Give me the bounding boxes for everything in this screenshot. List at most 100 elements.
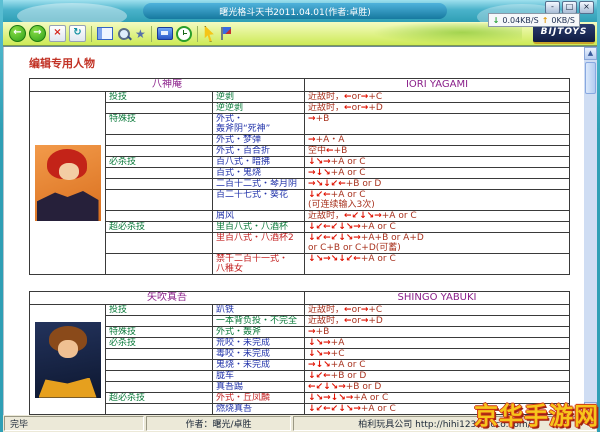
move-table: 矢吹真吾 SHINGO YABUKI 投技 趴铁 近敌时，←or→+C 一本背负投・不完全… — [28, 291, 571, 415]
move-type-cell — [105, 403, 213, 415]
character-name-en: IORI YAGAMI — [304, 78, 571, 92]
panels-button[interactable] — [97, 27, 113, 40]
stop-button[interactable]: × — [49, 25, 66, 42]
character-tables: 八神庵 IORI YAGAMI 投技 逆剥 近敌时，←or→+C 逆逆剥 近敌时，←or→+… — [4, 78, 584, 415]
favorites-button[interactable]: ★ — [135, 27, 146, 41]
move-type-cell: 特殊技 — [105, 326, 213, 338]
close-button[interactable]: × — [579, 1, 594, 14]
stop-icon: × — [49, 25, 66, 42]
content-area: 编辑专用人物 八神庵 IORI YAGAMI 投技 逆剥 近敌时，←or→+C 逆逆剥 近敌… — [3, 46, 597, 415]
character-portrait — [34, 321, 101, 398]
move-type-cell — [105, 167, 213, 179]
move-command-cell: ↓↙←+B or D — [304, 370, 571, 382]
move-type-cell — [105, 359, 213, 371]
move-row: 必杀技 荒咬・未完成 ↓↘→+A — [30, 337, 571, 349]
toolbar-separator — [150, 25, 152, 42]
portrait-cell — [29, 304, 106, 415]
move-name-cell: 胧车 — [211, 370, 306, 382]
move-row: 真吾踢 ←↙↓↘→+B or D — [30, 381, 571, 393]
move-command-cell: 近敌时，←↙↓↘→+A or C — [304, 210, 571, 222]
scroll-up-button[interactable]: ▲ — [584, 47, 597, 60]
move-row: 投技 逆剥 近敌时，←or→+C — [29, 91, 571, 275]
move-row: 必杀技 百八式・暗拂 ↓↘→+A or C — [30, 156, 571, 168]
scrollbar-track[interactable] — [584, 60, 597, 402]
title-band: 曙光格斗天书2011.04.01(作者:卓胜) — [143, 3, 447, 19]
window-controls: - □ × — [545, 1, 594, 14]
move-command-cell: →↓↘+A or C — [304, 167, 571, 179]
page: 编辑专用人物 八神庵 IORI YAGAMI 投技 逆剥 近敌时，←or→+C 逆逆剥 近敌… — [3, 47, 584, 415]
move-type-cell — [105, 381, 213, 393]
move-type-cell — [105, 178, 213, 190]
move-command-cell: ↓↙←↙↓↘→+A or C — [304, 403, 571, 415]
move-row: 屑风 近敌时，←↙↓↘→+A or C — [30, 210, 571, 222]
move-name-cell: 里百八式・八酒杯2 — [211, 232, 306, 254]
pointer-tool-button[interactable] — [203, 25, 216, 42]
move-table: 八神庵 IORI YAGAMI 投技 逆剥 近敌时，←or→+C 逆逆剥 近敌时，←or→+… — [28, 78, 571, 275]
move-type-cell — [105, 134, 213, 146]
move-name-cell: 二百十二式・琴月阴 — [211, 178, 306, 190]
status-author: 作者：曙光/卓胜 — [146, 416, 291, 431]
move-row: 里百八式・八酒杯2 ↓↙←↙↓↘→+A+B or A+D or C+B or C+D… — [30, 232, 571, 254]
move-type-cell — [105, 370, 213, 382]
move-name-cell: 外式・百合折 — [211, 145, 306, 157]
move-command-cell: →↘↓↙←+B or D — [304, 178, 571, 190]
move-command-cell: ↓↙←↙↓↘→+A or C — [304, 221, 571, 233]
move-name-cell: 毒咬・未完成 — [211, 348, 306, 360]
move-type-cell — [105, 232, 213, 254]
move-command-cell: ↓↘→+A or C — [304, 156, 571, 168]
move-name-cell: 百式・鬼烧 — [211, 167, 306, 179]
flag-icon — [219, 26, 232, 41]
back-icon: ← — [9, 25, 26, 42]
scrollbar-thumb[interactable] — [585, 62, 596, 94]
move-command-cell: ←↙↓↘→+B or D — [304, 381, 571, 393]
move-command-cell: 近敌时，←or→+D — [304, 102, 571, 114]
move-row: 投技 趴铁 近敌时，←or→+C — [29, 304, 571, 415]
scroll-down-button[interactable]: ▼ — [584, 402, 597, 415]
move-name-cell: 外式・梦弹 — [211, 134, 306, 146]
move-command-cell: ↓↙←↙↓↘→+A+B or A+D or C+B or C+D(可蓄) — [304, 232, 571, 254]
status-ready: 完毕 — [4, 416, 144, 431]
move-name-cell: 一本背负投・不完全 — [211, 315, 306, 327]
move-name-cell: 真吾踢 — [211, 381, 306, 393]
launch-button[interactable] — [219, 26, 232, 41]
move-name-cell: 逆逆剥 — [211, 102, 306, 114]
upload-speed: 0KB/S — [551, 15, 575, 25]
status-bar: 完毕 作者：曙光/卓胜 柏利玩具公司 http://hihi123.oncco.… — [3, 415, 597, 432]
move-type-cell: 必杀技 — [105, 337, 213, 349]
move-row: 禁千二百十一式・ 八稚女 ↓↘→↘↓↙←+A or C — [30, 253, 571, 275]
watermark: 京华手游网 — [474, 402, 599, 430]
move-type-cell: 超必杀技 — [105, 392, 213, 404]
move-type-cell: 必杀技 — [105, 156, 213, 168]
fullscreen-button[interactable] — [156, 27, 173, 40]
refresh-button[interactable]: ↻ — [69, 25, 86, 42]
vertical-scrollbar[interactable]: ▲ ▼ — [584, 47, 597, 415]
move-row: 特殊技 外式・ 轰斧阴“死神” →+B — [30, 113, 571, 135]
move-command-cell: ↓↘→+A — [304, 337, 571, 349]
move-name-cell: 禁千二百十一式・ 八稚女 — [211, 253, 306, 275]
move-type-cell: 特殊技 — [105, 113, 213, 135]
character-header-row: 八神庵 IORI YAGAMI — [28, 78, 571, 92]
move-row: 胧车 ↓↙←+B or D — [30, 370, 571, 382]
history-button[interactable] — [175, 25, 192, 42]
move-row: 鬼烧・未完成 →↓↘+A or C — [30, 359, 571, 371]
move-row: 百式・鬼烧 →↓↘+A or C — [30, 167, 571, 179]
search-button[interactable] — [116, 26, 132, 42]
forward-button[interactable]: → — [29, 25, 46, 42]
move-type-cell: 投技 — [105, 91, 213, 103]
move-name-cell: 荒咬・未完成 — [211, 337, 306, 349]
move-name-cell: 屑风 — [211, 210, 306, 222]
move-name-cell: 燃烧真吾 — [211, 403, 306, 415]
search-icon — [116, 26, 132, 42]
portrait-cell — [29, 91, 106, 275]
move-command-cell: ↓↘→↘↓↙←+A or C — [304, 253, 571, 275]
clock-icon — [175, 25, 192, 42]
status-publisher: 柏利玩具公司 http://hihi123.oncco.com/ — [293, 416, 596, 431]
network-speed-indicator: ↓ 0.04KB/S ↑ 0KB/S — [487, 13, 580, 27]
screen-icon — [156, 27, 173, 40]
move-command-cell: →+B — [304, 113, 571, 135]
move-name-cell: 逆剥 — [211, 91, 306, 103]
character-portrait — [34, 145, 101, 221]
move-command-cell: 空中←+B — [304, 145, 571, 157]
back-button[interactable]: ← — [9, 25, 26, 42]
move-row: 特殊技 外式・轰斧 →+B — [30, 326, 571, 338]
